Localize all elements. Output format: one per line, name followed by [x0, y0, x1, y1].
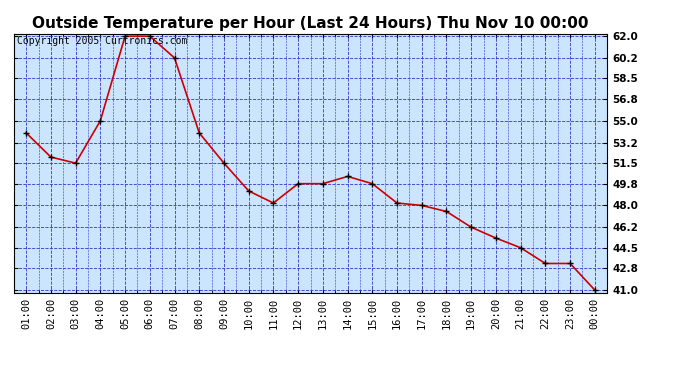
Title: Outside Temperature per Hour (Last 24 Hours) Thu Nov 10 00:00: Outside Temperature per Hour (Last 24 Ho…	[32, 16, 589, 31]
Text: Copyright 2005 Curtronics.com: Copyright 2005 Curtronics.com	[17, 36, 187, 46]
